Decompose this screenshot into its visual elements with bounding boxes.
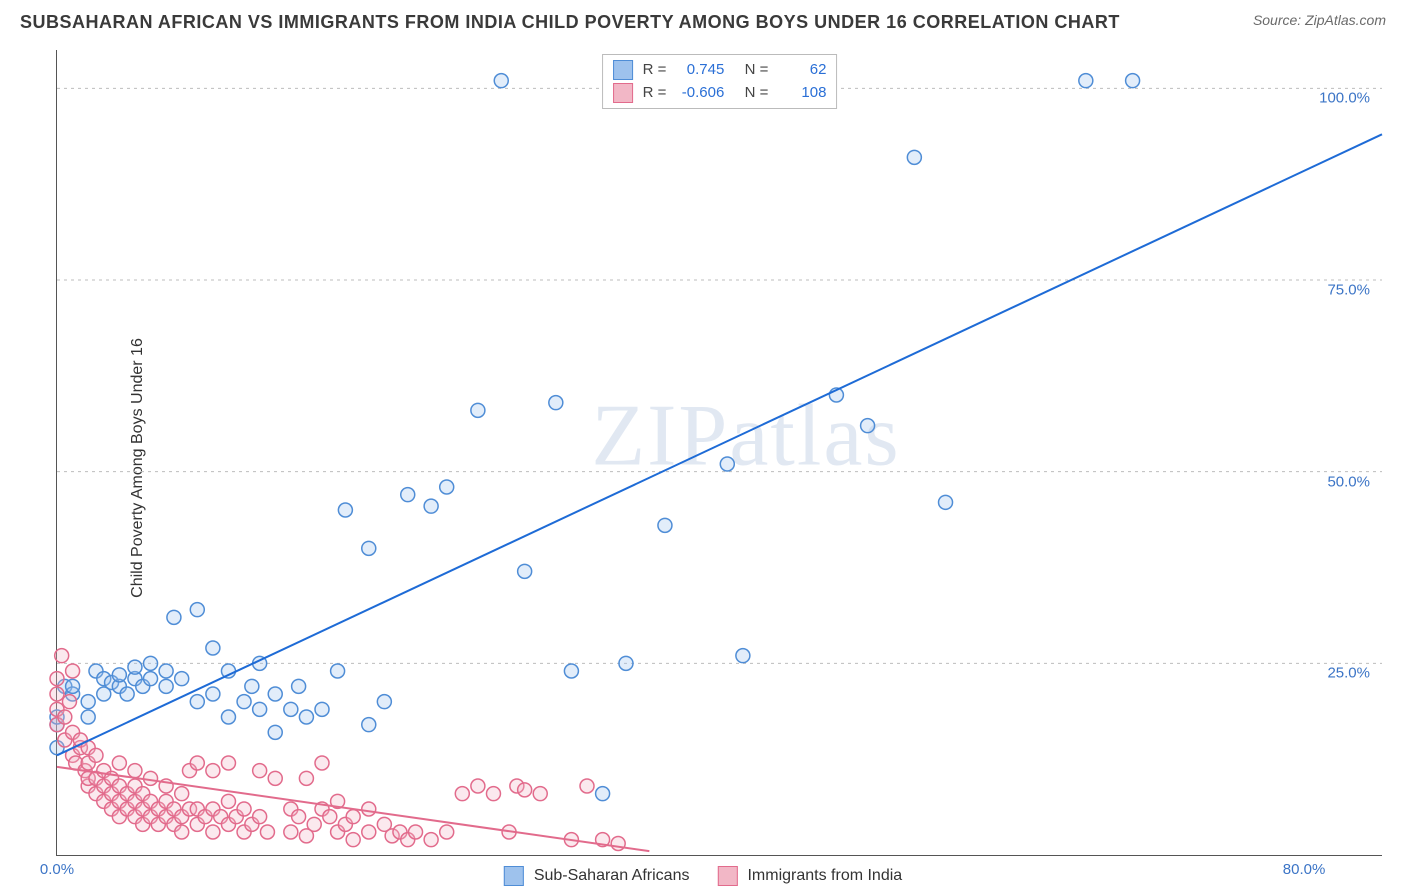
r-label: R = bbox=[643, 59, 667, 82]
series-swatch bbox=[613, 60, 633, 80]
x-tick-label: 80.0% bbox=[1283, 861, 1326, 878]
legend-label: Immigrants from India bbox=[747, 867, 902, 885]
n-value: 108 bbox=[774, 82, 826, 105]
chart-title: SUBSAHARAN AFRICAN VS IMMIGRANTS FROM IN… bbox=[20, 12, 1120, 33]
stats-row: R =-0.606 N =108 bbox=[613, 82, 827, 105]
chart-area: Child Poverty Among Boys Under 16 ZIPatl… bbox=[0, 44, 1406, 892]
r-label: R = bbox=[643, 82, 667, 105]
legend-swatch bbox=[504, 866, 524, 886]
y-tick-label: 25.0% bbox=[1327, 665, 1370, 682]
r-value: -0.606 bbox=[672, 82, 724, 105]
source-value: ZipAtlas.com bbox=[1305, 12, 1386, 28]
stats-box: R =0.745 N =62R =-0.606 N =108 bbox=[602, 54, 838, 109]
r-value: 0.745 bbox=[672, 59, 724, 82]
legend-item: Sub-Saharan Africans bbox=[504, 866, 690, 886]
source-label: Source: bbox=[1253, 12, 1301, 28]
stats-row: R =0.745 N =62 bbox=[613, 59, 827, 82]
chart-header: SUBSAHARAN AFRICAN VS IMMIGRANTS FROM IN… bbox=[0, 0, 1406, 39]
source-attribution: Source: ZipAtlas.com bbox=[1253, 12, 1386, 28]
legend-label: Sub-Saharan Africans bbox=[534, 867, 690, 885]
n-label: N = bbox=[745, 59, 769, 82]
plot-svg bbox=[57, 50, 1382, 855]
x-tick-label: 0.0% bbox=[40, 861, 74, 878]
legend-swatch bbox=[717, 866, 737, 886]
y-tick-label: 50.0% bbox=[1327, 473, 1370, 490]
y-tick-label: 75.0% bbox=[1327, 282, 1370, 299]
n-value: 62 bbox=[774, 59, 826, 82]
plot-region: ZIPatlas R =0.745 N =62R =-0.606 N =108 … bbox=[56, 50, 1382, 856]
y-tick-label: 100.0% bbox=[1319, 90, 1370, 107]
legend: Sub-Saharan Africans Immigrants from Indi… bbox=[504, 866, 902, 886]
n-label: N = bbox=[745, 82, 769, 105]
series-swatch bbox=[613, 83, 633, 103]
legend-item: Immigrants from India bbox=[717, 866, 902, 886]
